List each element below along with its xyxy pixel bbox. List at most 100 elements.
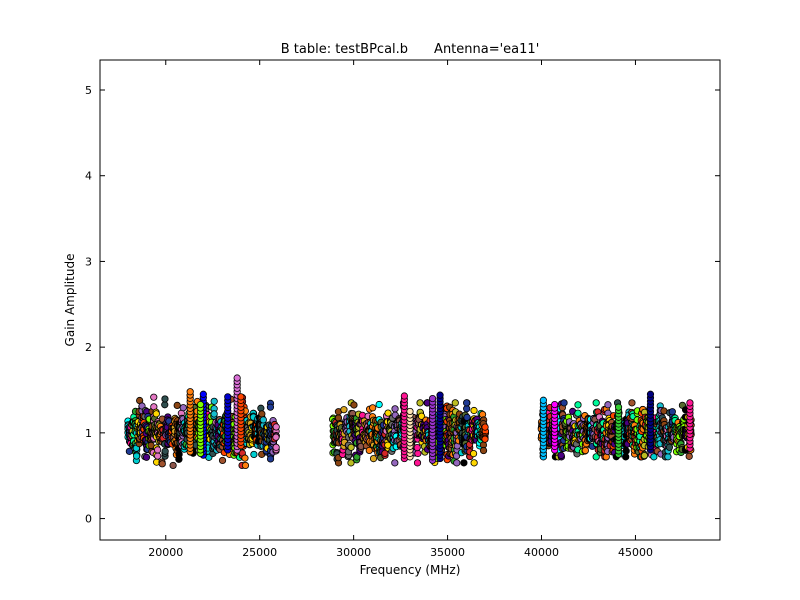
data-point [416, 399, 424, 407]
data-point [604, 401, 612, 409]
data-point [266, 455, 275, 463]
data-point [581, 446, 589, 455]
data-point [640, 451, 649, 460]
data-point [481, 435, 489, 443]
y-tick-label: 5 [85, 84, 92, 97]
data-point [469, 450, 478, 458]
data-point [179, 404, 187, 412]
x-tick-label: 35000 [430, 546, 465, 559]
data-point [463, 399, 471, 407]
x-tick-label: 45000 [618, 546, 653, 559]
data-point [347, 459, 355, 467]
data-point [453, 459, 461, 467]
data-point [241, 461, 250, 470]
data-point [592, 453, 600, 461]
data-point [381, 449, 389, 457]
data-point [233, 374, 241, 382]
x-tick-label: 40000 [524, 546, 559, 559]
data-point [470, 406, 478, 415]
data-point [369, 404, 377, 412]
data-point [668, 408, 676, 416]
data-point [132, 452, 141, 460]
data-point [539, 396, 547, 404]
data-point [413, 443, 421, 452]
data-point [175, 450, 183, 458]
data-point [574, 401, 582, 409]
data-point [161, 395, 169, 403]
data-point [664, 453, 672, 461]
data-point [125, 447, 133, 455]
data-point [414, 449, 422, 458]
x-tick-label: 20000 [148, 546, 183, 559]
data-point [628, 399, 636, 407]
data-point [391, 459, 399, 467]
data-point [665, 443, 674, 451]
data-point [646, 390, 655, 398]
data-point [369, 455, 378, 463]
data-point [161, 447, 169, 455]
data-point [259, 416, 267, 424]
chart-title: B table: testBPcal.b Antenna='ea11' [281, 42, 540, 57]
data-point [470, 459, 478, 467]
data-point [622, 453, 630, 461]
data-point [436, 391, 444, 399]
data-point [384, 409, 392, 417]
data-point [272, 423, 280, 431]
data-point [199, 390, 207, 398]
data-point [241, 454, 249, 462]
data-point [186, 388, 194, 396]
data-point [400, 392, 408, 400]
data-point [266, 403, 275, 411]
data-point [142, 453, 151, 461]
data-point [169, 461, 177, 470]
x-tick-label: 25000 [242, 546, 277, 559]
data-point [154, 452, 162, 460]
data-point [417, 412, 426, 420]
data-point [250, 450, 258, 459]
data-point [224, 393, 232, 401]
data-point [479, 446, 488, 455]
data-point [685, 452, 693, 460]
x-tick-label: 30000 [336, 546, 371, 559]
data-point [614, 403, 623, 411]
data-point [158, 460, 166, 468]
y-axis-label: Gain Amplitude [63, 254, 77, 347]
y-axis: 0 1 2 3 4 5 [85, 84, 720, 526]
data-point [481, 423, 489, 431]
data-point [375, 400, 383, 409]
plot-data [124, 374, 695, 470]
x-axis: 20000 25000 30000 35000 40000 45000 [148, 60, 653, 559]
data-point [551, 400, 559, 409]
data-point [413, 459, 422, 467]
data-point [350, 401, 358, 409]
data-point [650, 453, 658, 461]
data-point [406, 407, 414, 416]
data-point [557, 451, 565, 459]
plot-area [99, 59, 721, 541]
data-point [347, 443, 355, 451]
data-point [218, 456, 227, 465]
y-tick-label: 1 [85, 427, 92, 440]
data-point [622, 447, 630, 455]
data-point [391, 405, 399, 413]
x-axis-label: Frequency (MHz) [360, 563, 461, 577]
data-point [463, 405, 471, 413]
y-tick-label: 4 [85, 170, 92, 183]
data-point [210, 410, 218, 418]
data-point [237, 393, 245, 401]
data-point [154, 446, 162, 454]
data-point [196, 400, 205, 409]
data-point [210, 397, 218, 405]
data-point [150, 393, 158, 401]
data-point [592, 399, 600, 407]
data-point [152, 410, 160, 418]
y-tick-label: 2 [85, 341, 92, 354]
y-tick-label: 3 [85, 255, 92, 268]
data-point [428, 394, 437, 403]
data-point [258, 410, 266, 418]
data-point [686, 399, 694, 407]
data-point [451, 399, 459, 407]
data-point [460, 459, 468, 467]
data-point [384, 441, 392, 449]
